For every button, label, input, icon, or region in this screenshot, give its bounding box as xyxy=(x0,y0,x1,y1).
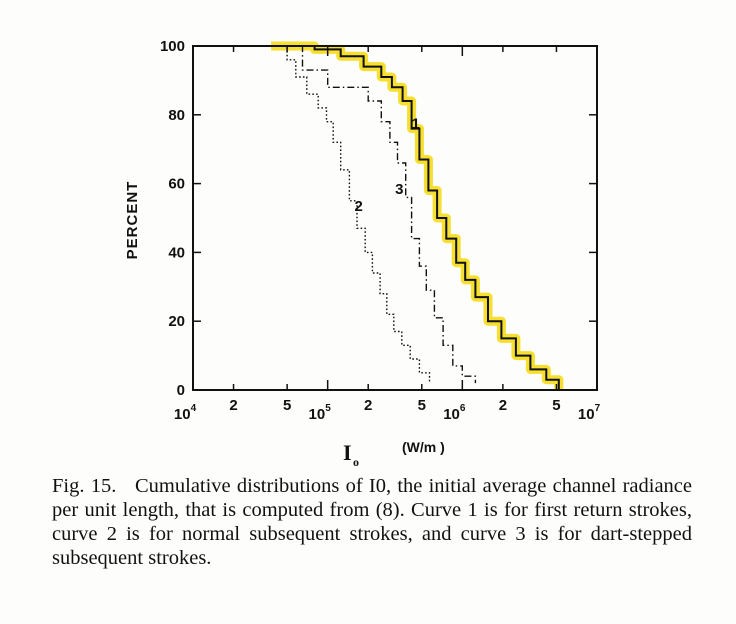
curve-label-1: 1 xyxy=(411,116,419,133)
series-group xyxy=(271,45,560,390)
curve-3-line xyxy=(287,45,477,384)
curve-2-line xyxy=(276,45,431,384)
cumulative-distribution-chart: 0 20 40 60 80 100 104 2 5 105 2 5 106 2 5 107 1 2 3 PERC… xyxy=(124,38,601,469)
caption-text: Cumulative distributions of I0, the init… xyxy=(52,475,692,569)
y-tick-label: 40 xyxy=(168,244,185,261)
x-tick-label: 2 xyxy=(229,397,237,414)
curve-labels: 1 2 3 xyxy=(355,116,420,216)
y-tick-label: 0 xyxy=(177,382,185,399)
x-tick-label: 2 xyxy=(364,397,372,414)
x-axis-symbol-subscript: o xyxy=(353,455,359,469)
x-axis-symbol: I xyxy=(343,440,352,465)
plot-border xyxy=(192,45,598,391)
y-tick-label: 80 xyxy=(168,107,185,124)
y-axis-ticks: 0 20 40 60 80 100 xyxy=(160,38,597,399)
x-tick-label: 2 xyxy=(499,397,507,414)
y-tick-label: 100 xyxy=(160,38,185,55)
x-axis-label: I o (W/m ) xyxy=(343,439,445,469)
x-tick-label: 107 xyxy=(578,403,601,423)
y-axis-label: PERCENT xyxy=(124,181,141,260)
curve-label-2: 2 xyxy=(355,198,363,215)
y-tick-label: 60 xyxy=(168,176,185,193)
curve-1-line xyxy=(271,45,560,390)
x-tick-label: 104 xyxy=(174,403,197,423)
x-tick-label: 5 xyxy=(283,397,291,414)
y-tick-label: 20 xyxy=(168,313,185,330)
x-axis-unit: (W/m ) xyxy=(402,439,445,455)
plot-frame xyxy=(192,45,598,391)
x-tick-label: 105 xyxy=(309,403,332,423)
caption-fig-number: Fig. 15. xyxy=(52,475,117,497)
x-tick-label: 106 xyxy=(443,403,466,423)
x-tick-label: 5 xyxy=(418,397,426,414)
curve-label-3: 3 xyxy=(395,181,403,198)
figure-caption: Fig. 15. Cumulative distributions of I0,… xyxy=(52,474,692,570)
x-axis-ticks: 104 2 5 105 2 5 106 2 5 107 xyxy=(174,46,601,423)
x-tick-label: 5 xyxy=(552,397,560,414)
